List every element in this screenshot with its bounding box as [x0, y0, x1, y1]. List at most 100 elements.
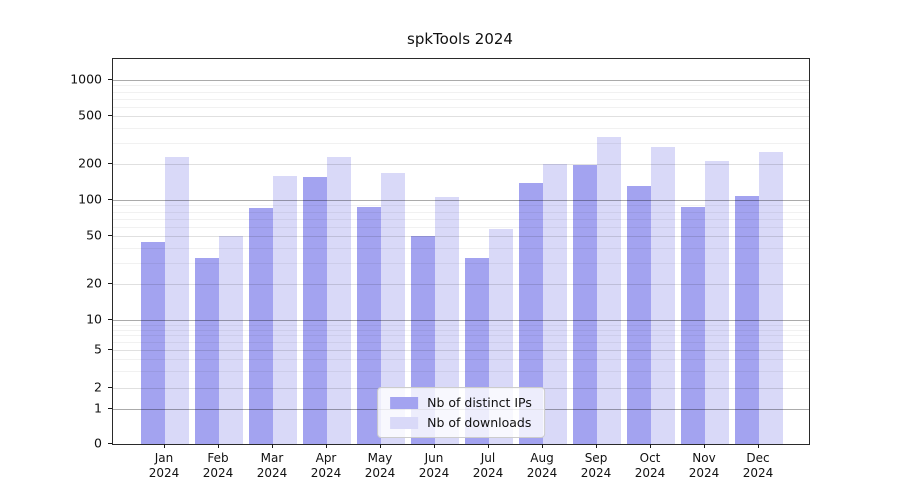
x-tick-year: 2024	[148, 466, 180, 480]
legend-label: Nb of downloads	[427, 415, 532, 430]
gridline	[113, 128, 809, 129]
y-tick-label: 200	[78, 155, 102, 171]
x-tick-month: Jan	[154, 451, 174, 465]
bar-distinct-ips	[195, 258, 219, 444]
x-tick-year: 2024	[526, 466, 558, 480]
bar-distinct-ips	[249, 208, 273, 444]
legend-label: Nb of distinct IPs	[427, 395, 532, 410]
x-tick-month: Jun	[424, 451, 444, 465]
bar-downloads	[651, 147, 675, 444]
bar-distinct-ips	[141, 242, 165, 444]
legend-swatch-distinct-ips-icon	[390, 396, 419, 409]
y-tick-mark	[108, 387, 112, 388]
chart-title: spkTools 2024	[407, 30, 513, 48]
y-tick-label: 5	[94, 341, 102, 357]
y-tick-label: 50	[86, 227, 102, 243]
legend: Nb of distinct IPs Nb of downloads	[377, 387, 545, 438]
x-tick-label: Feb 2024	[191, 451, 245, 481]
gridline	[113, 107, 809, 108]
legend-row: Nb of distinct IPs	[390, 395, 532, 410]
bar-downloads	[543, 164, 567, 444]
x-tick-mark	[326, 444, 327, 448]
gridline	[113, 85, 809, 86]
bar-distinct-ips	[573, 165, 597, 444]
y-tick-mark	[108, 349, 112, 350]
x-tick-label: Mar 2024	[245, 451, 299, 481]
y-tick-label: 20	[86, 275, 102, 291]
bar-downloads	[705, 161, 729, 444]
y-tick-label: 500	[78, 107, 102, 123]
x-tick-year: 2024	[418, 466, 450, 480]
x-tick-year: 2024	[742, 466, 774, 480]
x-tick-month: Dec	[746, 451, 770, 465]
legend-row: Nb of downloads	[390, 415, 532, 430]
y-tick-mark	[108, 235, 112, 236]
bar-distinct-ips	[735, 196, 759, 444]
y-tick-label: 2	[94, 379, 102, 395]
x-tick-month: Feb	[207, 451, 229, 465]
y-tick-mark	[108, 443, 112, 444]
x-tick-month: Sep	[584, 451, 608, 465]
x-tick-year: 2024	[310, 466, 342, 480]
y-tick-label: 1000	[70, 71, 102, 87]
gridline	[113, 116, 809, 117]
x-tick-label: Aug 2024	[515, 451, 569, 481]
x-tick-label: Apr 2024	[299, 451, 353, 481]
y-tick-mark	[108, 283, 112, 284]
y-tick-label: 1	[94, 400, 102, 416]
x-tick-mark	[758, 444, 759, 448]
x-tick-year: 2024	[634, 466, 666, 480]
x-tick-mark	[488, 444, 489, 448]
bar-downloads	[327, 157, 351, 444]
x-tick-label: Dec 2024	[731, 451, 785, 481]
y-tick-mark	[108, 115, 112, 116]
x-tick-mark	[164, 444, 165, 448]
x-tick-month: Mar	[260, 451, 284, 465]
x-tick-label: Oct 2024	[623, 451, 677, 481]
bar-downloads	[219, 236, 243, 444]
x-tick-mark	[650, 444, 651, 448]
x-tick-mark	[380, 444, 381, 448]
bar-downloads	[165, 157, 189, 444]
x-tick-mark	[596, 444, 597, 448]
legend-swatch-downloads-icon	[390, 416, 419, 429]
x-tick-label: Jan 2024	[137, 451, 191, 481]
plot-area: Nb of distinct IPs Nb of downloads	[112, 58, 810, 445]
y-tick-mark	[108, 199, 112, 200]
x-tick-mark	[434, 444, 435, 448]
x-tick-month: Jul	[480, 451, 496, 465]
x-tick-year: 2024	[364, 466, 396, 480]
x-tick-month: Oct	[639, 451, 661, 465]
bar-downloads	[759, 152, 783, 444]
gridline	[113, 143, 809, 144]
gridline	[113, 99, 809, 100]
x-tick-year: 2024	[202, 466, 234, 480]
x-tick-year: 2024	[256, 466, 288, 480]
y-tick-mark	[108, 79, 112, 80]
x-tick-label: May 2024	[353, 451, 407, 481]
x-tick-year: 2024	[688, 466, 720, 480]
bar-distinct-ips	[303, 177, 327, 444]
x-tick-mark	[542, 444, 543, 448]
y-tick-label: 100	[78, 191, 102, 207]
x-tick-mark	[272, 444, 273, 448]
x-tick-month: Aug	[530, 451, 554, 465]
bar-downloads	[273, 176, 297, 444]
x-tick-mark	[218, 444, 219, 448]
x-tick-mark	[704, 444, 705, 448]
x-tick-label: Nov 2024	[677, 451, 731, 481]
x-tick-label: Sep 2024	[569, 451, 623, 481]
y-tick-label: 10	[86, 311, 102, 327]
x-tick-label: Jul 2024	[461, 451, 515, 481]
x-tick-year: 2024	[472, 466, 504, 480]
y-tick-mark	[108, 408, 112, 409]
bar-distinct-ips	[681, 207, 705, 444]
gridline	[113, 92, 809, 93]
x-tick-month: Nov	[692, 451, 716, 465]
y-tick-mark	[108, 163, 112, 164]
y-tick-label: 0	[94, 435, 102, 451]
bar-distinct-ips	[357, 207, 381, 444]
x-tick-label: Jun 2024	[407, 451, 461, 481]
bar-distinct-ips	[627, 186, 651, 444]
